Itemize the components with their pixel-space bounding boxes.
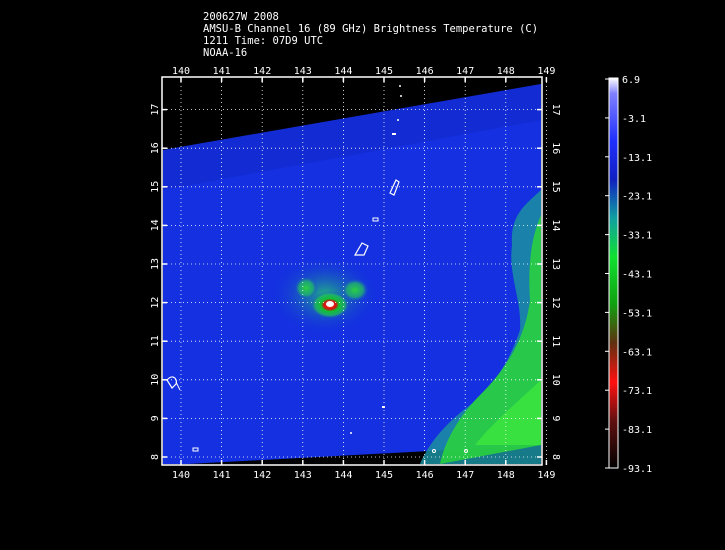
colorbar-tick-label: 6.9 [622, 75, 640, 86]
lon-label-bottom: 140 [172, 470, 190, 481]
lon-label-top: 146 [416, 66, 434, 77]
lat-label-right: 16 [550, 142, 561, 154]
colorbar [608, 77, 619, 469]
lat-label-left: 13 [150, 258, 161, 270]
lat-label-left: 17 [150, 104, 161, 116]
lon-label-bottom: 145 [375, 470, 393, 481]
colorbar-tick-label: -23.1 [622, 192, 652, 203]
lat-label-left: 16 [150, 142, 161, 154]
lat-label-left: 12 [150, 297, 161, 309]
lat-label-right: 14 [550, 219, 561, 231]
colorbar-tick-label: -43.1 [622, 270, 652, 281]
colorbar-tick-label: -83.1 [622, 425, 652, 436]
lon-label-top: 149 [537, 66, 555, 77]
lon-label-bottom: 142 [253, 470, 271, 481]
lat-label-right: 17 [550, 104, 561, 116]
lat-label-left: 10 [150, 374, 161, 386]
lat-label-right: 10 [550, 374, 561, 386]
lon-label-top: 142 [253, 66, 271, 77]
lon-label-top: 144 [334, 66, 352, 77]
lat-label-right: 13 [550, 258, 561, 270]
colorbar-tick-label: -13.1 [622, 153, 652, 164]
lon-label-bottom: 144 [334, 470, 352, 481]
lat-label-right: 9 [550, 415, 561, 421]
colorbar-tick-label: -63.1 [622, 347, 652, 358]
swath-image [163, 84, 541, 464]
lon-label-top: 141 [213, 66, 231, 77]
lat-label-right: 11 [550, 335, 561, 347]
lon-label-bottom: 141 [213, 470, 231, 481]
colorbar-tick-label: -93.1 [622, 464, 652, 475]
colorbar-labels: 6.9 -3.1 -13.1 -23.1 -33.1 -43.1 -53.1 -63.1 -73… [605, 75, 652, 475]
title-line-2: AMSU-B Channel 16 (89 GHz) Brightness Te… [203, 23, 539, 35]
colorbar-tick-label: -53.1 [622, 308, 652, 319]
lat-label-left: 11 [150, 335, 161, 347]
title-line-3: 1211 Time: 07D9 UTC [203, 35, 324, 47]
map-axis-ticks: 140 140 141 141 142 142 143 143 144 144 145 145 146 1… [150, 66, 561, 481]
lon-label-top: 148 [497, 66, 515, 77]
lat-label-right: 12 [550, 297, 561, 309]
lat-label-left: 15 [150, 181, 161, 193]
lon-label-top: 145 [375, 66, 393, 77]
colorbar-tick-label: -3.1 [622, 114, 646, 125]
map-gridlines [163, 78, 547, 464]
lat-label-left: 9 [150, 415, 161, 421]
lon-label-top: 140 [172, 66, 190, 77]
lon-label-bottom: 143 [294, 470, 312, 481]
lon-label-bottom: 147 [456, 470, 474, 481]
lon-label-bottom: 149 [537, 470, 555, 481]
lon-label-bottom: 148 [497, 470, 515, 481]
title-line-4: NOAA-16 [203, 47, 248, 59]
lon-label-top: 147 [456, 66, 474, 77]
colorbar-tick-label: -73.1 [622, 386, 652, 397]
colorbar-tick-label: -33.1 [622, 231, 652, 242]
title-line-1: 200627W 2008 [203, 11, 279, 23]
lon-label-bottom: 146 [416, 470, 434, 481]
lat-label-left: 8 [150, 454, 161, 460]
lat-label-right: 8 [550, 454, 561, 460]
lon-label-top: 143 [294, 66, 312, 77]
lat-label-right: 15 [550, 181, 561, 193]
lat-label-left: 14 [150, 219, 161, 231]
